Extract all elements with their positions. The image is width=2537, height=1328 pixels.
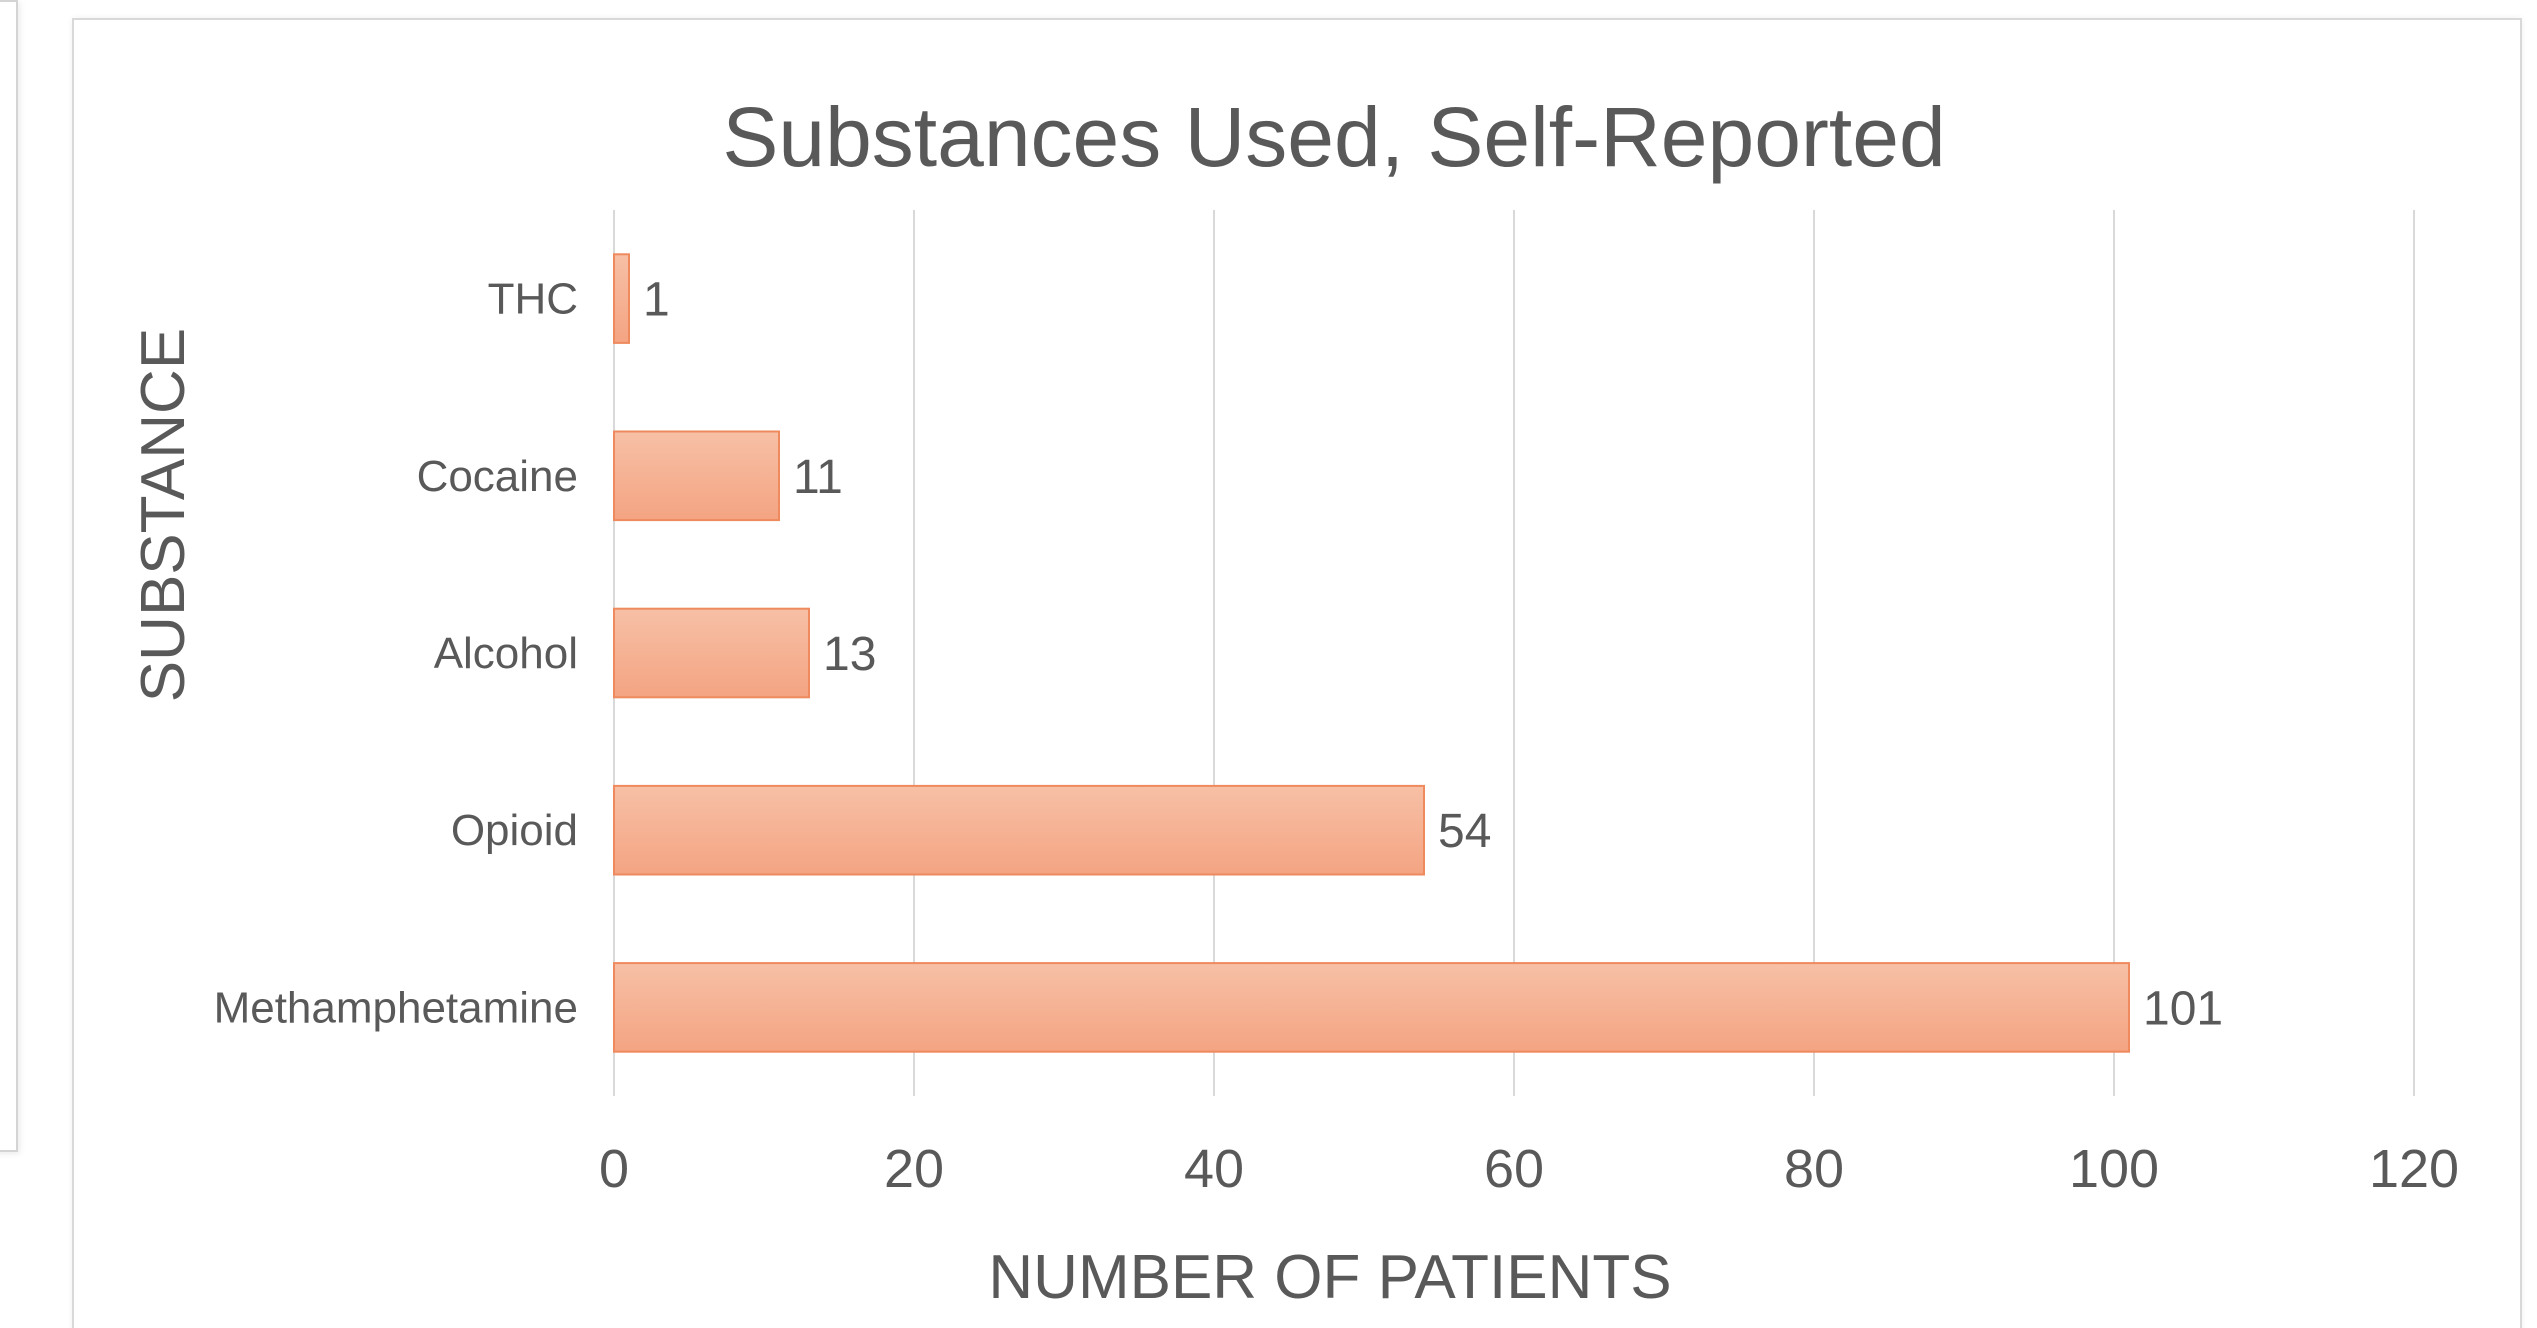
x-tick-label: 120 (2369, 1139, 2459, 1199)
category-label: Alcohol (434, 629, 578, 678)
category-labels: THC Cocaine Alcohol Opioid Methamphetamine (214, 275, 578, 1033)
data-label: 13 (823, 628, 876, 681)
background-panel (0, 0, 18, 1152)
bar-methamphetamine (613, 962, 2130, 1053)
bar-opioid (613, 784, 1425, 876)
bar-cocaine (613, 430, 780, 522)
x-tick-label: 40 (1184, 1139, 1244, 1199)
data-label: 101 (2143, 982, 2223, 1035)
category-label: Methamphetamine (214, 983, 578, 1032)
x-axis-title: NUMBER OF PATIENTS (988, 1243, 1671, 1312)
data-label: 54 (1438, 805, 1491, 858)
x-tick-label: 60 (1484, 1139, 1544, 1199)
x-tick-label: 100 (2069, 1139, 2159, 1199)
gridlines (613, 210, 2415, 1096)
x-tick-label: 80 (1784, 1139, 1844, 1199)
x-tick-label: 0 (599, 1139, 629, 1199)
chart-title: Substances Used, Self-Reported (722, 90, 1945, 184)
category-label: Opioid (451, 806, 578, 855)
bars (613, 253, 2130, 1053)
x-tick-labels: 0 20 40 60 80 100 120 (599, 1139, 2459, 1199)
x-tick-label: 20 (884, 1139, 944, 1199)
bar-thc (613, 253, 630, 344)
y-axis-title: SUBSTANCE (129, 328, 198, 702)
category-label: Cocaine (417, 452, 578, 501)
data-label: 1 (643, 274, 670, 327)
bar-alcohol (613, 607, 810, 699)
category-label: THC (488, 275, 578, 324)
data-label: 11 (793, 451, 843, 504)
